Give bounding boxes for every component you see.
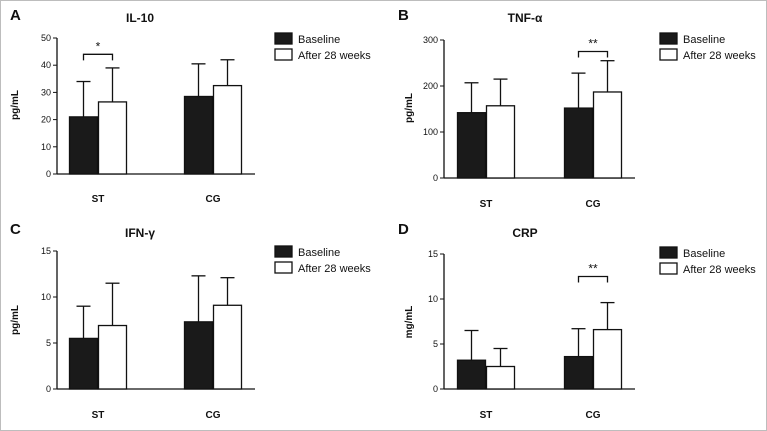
chart-ifn-: 0 5 10 15 pg/mL ST CG Baseline After 28 weeks [10, 245, 371, 421]
chart-crp: 0 5 10 15 mg/mL ST CG ** Baseline After 28 weeks [404, 246, 756, 421]
chart-title: IL-10 [126, 11, 154, 25]
y-tick-label: 0 [46, 169, 51, 179]
bar-baseline-cg [183, 321, 214, 390]
legend-swatch-after [659, 262, 678, 275]
legend-swatch-after [274, 261, 293, 274]
panel-label: A [10, 7, 21, 24]
chart-title: TNF-α [508, 11, 543, 25]
y-axis-label: pg/mL [10, 305, 21, 335]
x-tick-label: CG [206, 194, 221, 205]
legend-label: After 28 weeks [298, 50, 371, 62]
legend-label: Baseline [298, 247, 340, 259]
y-axis-label: pg/mL [10, 90, 21, 120]
bar-after-st [485, 105, 516, 179]
y-tick-label: 5 [433, 339, 438, 349]
panel-c: C IFN-γ [10, 221, 155, 240]
y-tick-label: 10 [41, 292, 51, 302]
significance-label: ** [588, 262, 598, 276]
significance-label: ** [588, 37, 598, 51]
bar-after-st [97, 101, 128, 175]
significance-bracket [577, 50, 609, 58]
chart-tnf-: 0 100 200 300 pg/mL ST CG ** Baseline After 28 we… [404, 32, 756, 210]
bar-baseline-cg [563, 355, 594, 390]
y-tick-label: 100 [423, 127, 438, 137]
bar-baseline-cg [183, 95, 214, 175]
x-tick-label: ST [92, 410, 105, 421]
panel-label: C [10, 221, 21, 238]
legend-swatch-after [659, 48, 678, 61]
bar-after-st [485, 365, 516, 390]
x-tick-label: CG [586, 410, 601, 421]
y-axis-label: pg/mL [404, 93, 415, 123]
y-tick-label: 300 [423, 35, 438, 45]
legend-label: After 28 weeks [298, 263, 371, 275]
y-tick-label: 10 [41, 142, 51, 152]
panel-d: D CRP [398, 221, 538, 240]
bar-after-cg [212, 304, 243, 390]
bar-baseline-st [68, 116, 99, 175]
bar-baseline-st [456, 359, 487, 390]
significance-label: * [96, 39, 101, 53]
panel-label: D [398, 221, 409, 238]
y-tick-label: 15 [41, 246, 51, 256]
bar-after-cg [592, 91, 623, 179]
y-tick-label: 0 [46, 384, 51, 394]
y-tick-label: 50 [41, 33, 51, 43]
legend-label: Baseline [683, 34, 725, 46]
legend-label: Baseline [683, 248, 725, 260]
legend-swatch-baseline [274, 245, 293, 258]
panel-a: A IL-10 [10, 7, 154, 25]
significance-bracket [82, 53, 114, 61]
y-tick-label: 5 [46, 338, 51, 348]
significance-bracket [577, 275, 609, 283]
x-tick-label: ST [92, 194, 105, 205]
panel-b: B TNF-α [398, 7, 543, 25]
y-tick-label: 15 [428, 249, 438, 259]
bar-after-cg [592, 328, 623, 390]
legend-swatch-baseline [659, 32, 678, 45]
legend-label: After 28 weeks [683, 264, 756, 276]
y-tick-label: 30 [41, 87, 51, 97]
legend-swatch-after [274, 48, 293, 61]
x-tick-label: CG [586, 199, 601, 210]
x-tick-label: CG [206, 410, 221, 421]
x-tick-label: ST [480, 199, 493, 210]
chart-title: IFN-γ [125, 226, 155, 240]
chart-title: CRP [512, 226, 537, 240]
y-tick-label: 0 [433, 384, 438, 394]
bar-baseline-cg [563, 107, 594, 179]
bar-baseline-st [68, 337, 99, 390]
y-tick-label: 10 [428, 294, 438, 304]
chart-il-10: 0 10 20 30 40 50 pg/mL ST CG * Baseline After 28 we… [10, 32, 371, 205]
panel-label: B [398, 7, 409, 24]
y-tick-label: 20 [41, 115, 51, 125]
y-tick-label: 200 [423, 81, 438, 91]
legend-label: After 28 weeks [683, 50, 756, 62]
bar-after-cg [212, 84, 243, 175]
y-tick-label: 40 [41, 60, 51, 70]
legend-swatch-baseline [274, 32, 293, 45]
legend-label: Baseline [298, 34, 340, 46]
legend-swatch-baseline [659, 246, 678, 259]
y-axis-label: mg/mL [404, 306, 415, 339]
x-tick-label: ST [480, 410, 493, 421]
y-tick-label: 0 [433, 173, 438, 183]
bar-after-st [97, 324, 128, 390]
bar-baseline-st [456, 112, 487, 179]
